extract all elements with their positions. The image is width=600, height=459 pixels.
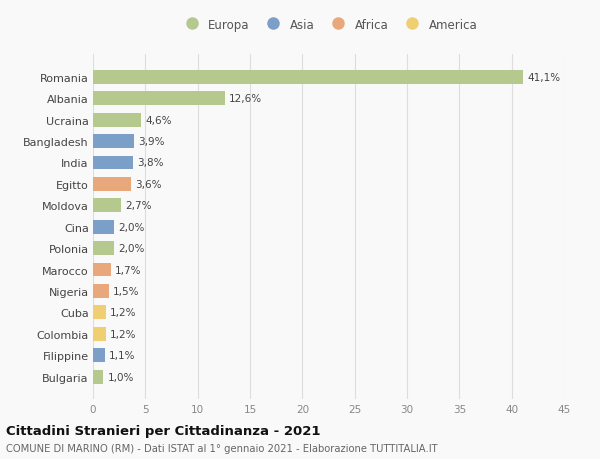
Bar — [93, 306, 106, 319]
Text: 3,9%: 3,9% — [138, 137, 164, 147]
Bar — [93, 220, 114, 234]
Text: Cittadini Stranieri per Cittadinanza - 2021: Cittadini Stranieri per Cittadinanza - 2… — [6, 424, 320, 437]
Text: 2,0%: 2,0% — [118, 222, 145, 232]
Bar — [93, 92, 225, 106]
Bar — [93, 178, 131, 191]
Text: 2,7%: 2,7% — [125, 201, 152, 211]
Bar — [93, 284, 109, 298]
Text: 3,8%: 3,8% — [137, 158, 163, 168]
Legend: Europa, Asia, Africa, America: Europa, Asia, Africa, America — [178, 16, 479, 34]
Text: COMUNE DI MARINO (RM) - Dati ISTAT al 1° gennaio 2021 - Elaborazione TUTTITALIA.: COMUNE DI MARINO (RM) - Dati ISTAT al 1°… — [6, 443, 437, 453]
Text: 1,2%: 1,2% — [110, 329, 136, 339]
Text: 1,5%: 1,5% — [113, 286, 139, 296]
Text: 1,1%: 1,1% — [109, 350, 135, 360]
Bar — [93, 370, 103, 384]
Text: 1,0%: 1,0% — [107, 372, 134, 382]
Text: 1,7%: 1,7% — [115, 265, 142, 275]
Bar — [93, 348, 104, 362]
Text: 4,6%: 4,6% — [145, 115, 172, 125]
Bar — [93, 199, 121, 213]
Text: 1,2%: 1,2% — [110, 308, 136, 318]
Bar — [93, 156, 133, 170]
Text: 2,0%: 2,0% — [118, 244, 145, 253]
Bar — [93, 241, 114, 256]
Bar — [93, 327, 106, 341]
Bar — [93, 71, 523, 84]
Bar — [93, 263, 111, 277]
Text: 41,1%: 41,1% — [527, 73, 560, 83]
Text: 12,6%: 12,6% — [229, 94, 262, 104]
Bar — [93, 113, 141, 127]
Bar — [93, 135, 134, 149]
Text: 3,6%: 3,6% — [135, 179, 161, 190]
